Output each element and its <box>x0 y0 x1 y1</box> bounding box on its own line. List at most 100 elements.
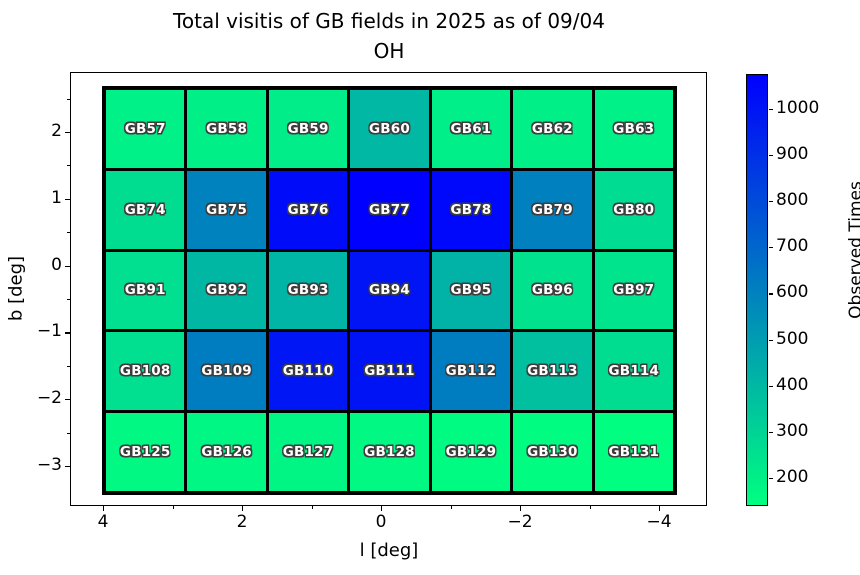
heatmap-cell: GB131 <box>594 413 673 491</box>
cell-label: GB109 <box>201 363 252 380</box>
colorbar-tick-label: 800 <box>776 190 809 211</box>
colorbar-tick-label: 300 <box>776 421 809 442</box>
heatmap-cell: GB129 <box>431 413 511 491</box>
y-tick-label: 1 <box>51 187 62 208</box>
heatmap-cell: GB130 <box>513 413 592 491</box>
cell-label: GB125 <box>119 444 171 461</box>
y-tick-label: −2 <box>36 388 62 409</box>
plot-area: GB57 GB58 GB59 GB60 GB61 GB62 GB63 GB74 GB75 GB76… <box>70 72 707 506</box>
y-tick-label: −3 <box>36 455 62 475</box>
x-minor-tick-mark <box>311 506 313 509</box>
cell-label: GB128 <box>364 444 415 461</box>
cell-label: GB114 <box>608 363 660 380</box>
colorbar-label: Observed Times <box>846 181 860 319</box>
heatmap-cell: GB94 <box>350 251 429 330</box>
cell-label: GB108 <box>119 363 171 380</box>
colorbar-tick-label: 700 <box>776 236 809 257</box>
heatmap-cell: GB75 <box>187 170 266 249</box>
colorbar-tick-mark <box>769 108 773 110</box>
colorbar-tick-mark <box>769 293 773 295</box>
heatmap-cell: GB91 <box>106 251 185 330</box>
heatmap-cell: GB62 <box>513 90 592 168</box>
cell-label: GB61 <box>450 120 492 137</box>
cell-label: GB62 <box>531 120 573 137</box>
x-tick-label: 0 <box>375 512 387 532</box>
heatmap-cell: GB128 <box>350 413 429 491</box>
heatmap-cell: GB61 <box>431 90 511 168</box>
heatmap-cell: GB112 <box>431 332 511 411</box>
x-minor-tick-mark <box>172 506 174 509</box>
heatmap-cell: GB109 <box>187 332 266 411</box>
colorbar-gradient <box>746 74 768 506</box>
colorbar-tick-mark <box>769 154 773 157</box>
heatmap-cell: GB95 <box>431 251 511 330</box>
colorbar-tick-mark <box>769 478 773 480</box>
y-tick-mark <box>65 132 70 134</box>
y-tick-mark <box>65 466 70 468</box>
y-tick-mark <box>65 198 70 200</box>
x-tick-mark <box>659 506 661 511</box>
y-minor-tick-mark <box>67 165 70 167</box>
x-tick-mark <box>520 506 522 511</box>
cell-label: GB129 <box>445 444 497 461</box>
cell-label: GB94 <box>369 282 410 299</box>
heatmap-cell: GB110 <box>268 332 348 411</box>
cell-label: GB127 <box>282 444 334 461</box>
cell-label: GB111 <box>364 363 415 380</box>
y-tick-mark <box>65 332 70 334</box>
cell-label: GB80 <box>613 201 655 218</box>
colorbar-tick-mark <box>769 247 773 249</box>
heatmap-cell: GB113 <box>513 332 592 411</box>
y-tick-mark <box>65 265 70 267</box>
heatmap-cell: GB108 <box>106 332 185 411</box>
heatmap-cell: GB60 <box>350 90 429 168</box>
cell-label: GB110 <box>282 363 334 380</box>
cell-label: GB93 <box>287 282 329 299</box>
heatmap-cell: GB78 <box>431 170 511 249</box>
heatmap-grid: GB57 GB58 GB59 GB60 GB61 GB62 GB63 GB74 GB75 GB76… <box>102 86 677 495</box>
heatmap-cell: GB114 <box>594 332 673 411</box>
colorbar-tick-label: 600 <box>776 282 809 303</box>
cell-label: GB92 <box>206 282 248 299</box>
x-tick-label: 4 <box>97 512 109 532</box>
cell-label: GB96 <box>531 282 573 299</box>
y-minor-tick-mark <box>67 232 70 234</box>
cell-label: GB57 <box>124 120 166 137</box>
chart-title-line2: OH <box>373 39 405 63</box>
heatmap-cell: GB74 <box>106 170 185 249</box>
heatmap-cell: GB96 <box>513 251 592 330</box>
y-tick-mark <box>65 399 70 401</box>
colorbar-tick-label: 500 <box>776 328 809 349</box>
heatmap-cell: GB92 <box>187 251 266 330</box>
colorbar-tick-mark <box>769 339 773 341</box>
x-tick-mark <box>103 506 105 511</box>
y-minor-tick-mark <box>67 98 70 100</box>
cell-label: GB58 <box>206 120 248 137</box>
heatmap-cell: GB80 <box>594 170 673 249</box>
y-tick-label: 0 <box>51 254 62 275</box>
cell-label: GB130 <box>527 444 578 461</box>
cell-label: GB112 <box>445 363 497 380</box>
cell-label: GB74 <box>124 201 166 218</box>
colorbar-tick-mark <box>769 385 773 388</box>
x-tick-mark <box>381 506 383 511</box>
y-minor-tick-mark <box>67 299 70 300</box>
heatmap-cell: GB76 <box>268 170 348 249</box>
cell-label: GB131 <box>608 444 660 461</box>
cell-label: GB91 <box>124 282 166 299</box>
y-axis-label: b [deg] <box>5 255 27 322</box>
heatmap-cell: GB59 <box>268 90 348 168</box>
chart-title: Total visitis of GB fields in 2025 as of… <box>0 6 778 66</box>
x-minor-tick-mark <box>450 506 452 509</box>
heatmap-cell: GB125 <box>106 413 185 491</box>
cell-label: GB97 <box>613 282 655 299</box>
colorbar-tick-label: 1000 <box>776 97 820 118</box>
chart-title-line1: Total visitis of GB fields in 2025 as of… <box>173 9 605 33</box>
heatmap-cell: GB93 <box>268 251 348 330</box>
cell-label: GB95 <box>450 282 492 299</box>
heatmap-cell: GB111 <box>350 332 429 411</box>
y-minor-tick-mark <box>67 432 70 434</box>
x-tick-label: −2 <box>507 512 533 532</box>
heatmap-cell: GB97 <box>594 251 673 330</box>
